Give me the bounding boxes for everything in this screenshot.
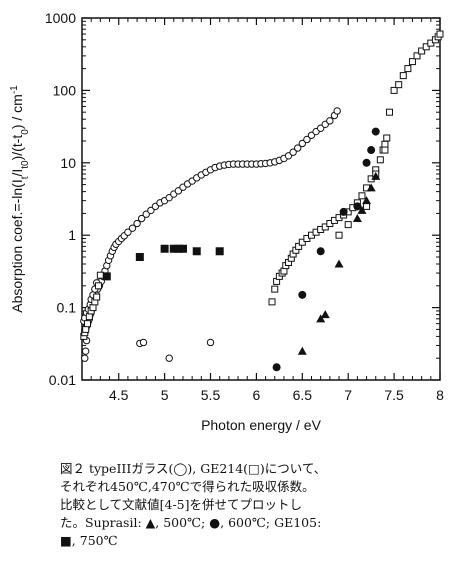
- y-axis-label: Absorption coef.=-ln(It/It0)/(t-t0) / cm…: [9, 85, 31, 313]
- data-point: [326, 117, 334, 125]
- data-point: [408, 58, 416, 66]
- x-tick-label: 5.5: [201, 387, 221, 403]
- data-point: [381, 140, 389, 148]
- data-point: [298, 290, 307, 299]
- data-point: [320, 310, 330, 319]
- data-point: [128, 224, 137, 232]
- data-point: [84, 320, 92, 328]
- data-point: [215, 247, 224, 256]
- y-tick-label: 1: [68, 227, 76, 243]
- data-point: [289, 148, 297, 156]
- data-point: [399, 72, 407, 80]
- caption-line: それぞれ450℃,470℃で得られた吸収係数。: [60, 479, 315, 494]
- data-point: [192, 247, 201, 256]
- x-axis-label: Photon energy / eV: [201, 417, 322, 433]
- data-point: [344, 221, 352, 229]
- data-point: [381, 146, 389, 154]
- data-point: [295, 242, 303, 250]
- data-point: [383, 134, 391, 142]
- data-point: [404, 65, 412, 73]
- data-point: [133, 219, 141, 228]
- caption-line: た。Suprasil: ▲, 500℃; ●, 600℃; GE105:: [60, 515, 322, 530]
- data-point: [333, 107, 341, 115]
- data-point: [316, 247, 325, 256]
- data-point: [367, 146, 376, 155]
- data-point: [297, 346, 307, 355]
- x-tick-label: 6: [253, 387, 261, 403]
- data-point: [160, 244, 169, 253]
- data-point: [96, 271, 104, 279]
- data-point: [422, 43, 430, 51]
- absorption-chart: 4.5 5 5.5 6 6.5 7 7.5 8 0.01 0.1 1 10 100 1000 Photon…: [9, 10, 445, 433]
- caption-line: 図２ typeIIIガラス(◯), GE214(□)について、: [60, 461, 327, 476]
- data-point: [334, 259, 344, 268]
- y-tick-label: 0.01: [49, 372, 76, 388]
- x-tick-label: 7.5: [384, 387, 404, 403]
- y-tick-label: 0.1: [57, 300, 77, 316]
- data-point: [95, 282, 103, 290]
- data-point: [298, 139, 307, 148]
- data-point: [436, 30, 444, 38]
- data-point: [81, 347, 90, 355]
- data-point: [93, 293, 101, 301]
- axis-ticks: 4.5 5 5.5 6 6.5 7 7.5 8 0.01 0.1 1 10 100 1000: [45, 10, 444, 403]
- data-point: [376, 156, 384, 164]
- data-point: [316, 124, 325, 132]
- data-point: [352, 214, 362, 223]
- data-point: [316, 314, 326, 323]
- x-tick-label: 8: [436, 387, 444, 403]
- data-point: [102, 272, 111, 281]
- data-point: [294, 144, 302, 152]
- data-point: [178, 244, 187, 253]
- data-point: [335, 231, 343, 239]
- data-point: [139, 338, 148, 347]
- data-point: [418, 47, 426, 55]
- data-point: [206, 338, 215, 347]
- data-point: [362, 196, 372, 205]
- data-point: [82, 325, 90, 333]
- data-point: [386, 108, 394, 116]
- data-point: [339, 207, 348, 216]
- x-tick-label: 7: [344, 387, 352, 403]
- data-point: [271, 285, 279, 293]
- x-tick-label: 6.5: [293, 387, 313, 403]
- y-tick-label: 10: [60, 155, 76, 171]
- data-point: [147, 206, 155, 215]
- data-point: [366, 183, 376, 192]
- data-point: [137, 214, 146, 223]
- data-point: [303, 135, 311, 144]
- data-point: [85, 313, 93, 321]
- y-tick-label: 100: [53, 82, 77, 98]
- plot-frame: [81, 17, 441, 381]
- data-point: [124, 228, 132, 236]
- data-point: [81, 354, 89, 362]
- data-point: [165, 354, 173, 362]
- y-tick-label: 1000: [45, 10, 76, 26]
- data-point: [298, 238, 306, 246]
- data-point: [358, 192, 366, 200]
- data-point: [135, 252, 144, 261]
- data-point: [395, 81, 403, 89]
- data-point: [363, 202, 371, 210]
- caption-line: ■, 750℃: [60, 533, 118, 548]
- data-points: [80, 30, 444, 372]
- data-point: [353, 202, 362, 211]
- caption-line: 比較として文献値[4-5]を併せてプロットし: [60, 497, 303, 512]
- x-tick-label: 5: [161, 387, 169, 403]
- data-point: [357, 205, 367, 214]
- x-tick-label: 4.5: [109, 387, 129, 403]
- data-point: [174, 244, 183, 253]
- data-point: [390, 86, 398, 94]
- data-point: [371, 171, 381, 180]
- data-point: [142, 210, 150, 218]
- data-point: [362, 158, 371, 167]
- data-point: [89, 304, 97, 312]
- data-point: [413, 52, 421, 60]
- data-point: [272, 363, 281, 372]
- figure-caption: 図２ typeIIIガラス(◯), GE214(□)について、 それぞれ450℃…: [60, 460, 430, 550]
- data-point: [169, 244, 178, 253]
- data-point: [268, 298, 276, 306]
- data-point: [371, 127, 380, 136]
